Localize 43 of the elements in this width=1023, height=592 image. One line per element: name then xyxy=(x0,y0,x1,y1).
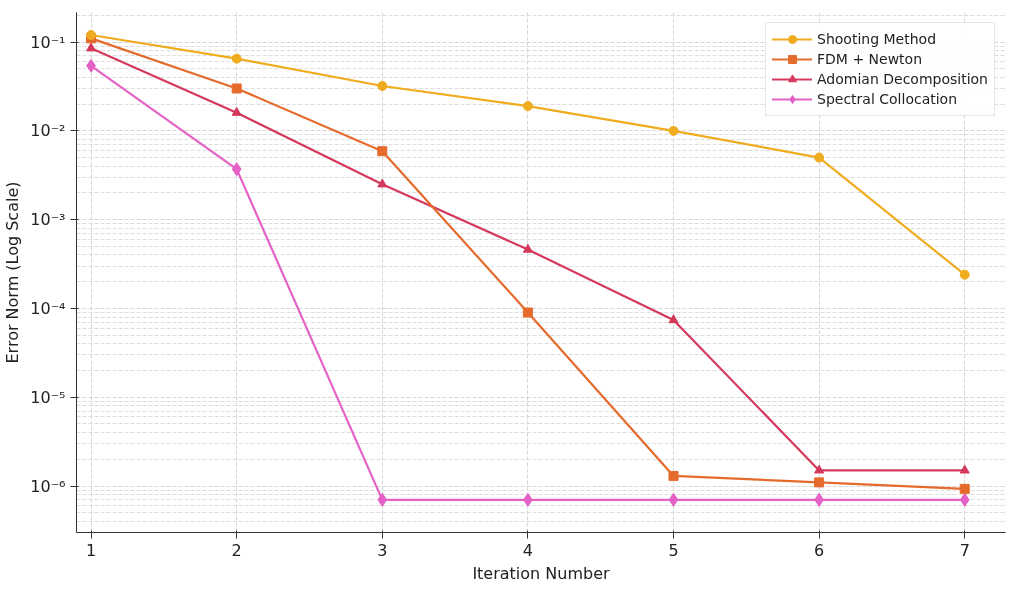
y-tick-label: 10⁻² xyxy=(30,121,66,141)
legend-label: Adomian Decomposition xyxy=(817,71,988,87)
legend-label: FDM + Newton xyxy=(817,51,923,67)
point xyxy=(377,80,388,91)
point xyxy=(86,42,97,52)
point xyxy=(377,178,388,188)
legend-label: Shooting Method xyxy=(817,31,937,47)
point xyxy=(231,162,242,177)
point xyxy=(377,492,388,507)
y-axis-title: Error Norm (Log Scale) xyxy=(3,181,23,364)
x-tick-label: 5 xyxy=(668,540,679,560)
point xyxy=(814,464,825,474)
x-tick-label: 4 xyxy=(522,540,533,560)
point xyxy=(668,314,679,324)
x-tick-label: 6 xyxy=(814,540,825,560)
point xyxy=(668,470,679,481)
point xyxy=(231,83,242,94)
y-tick-label: 10⁻⁶ xyxy=(30,476,66,496)
point xyxy=(959,483,970,494)
point xyxy=(668,492,679,507)
y-tick-label: 10⁻⁵ xyxy=(30,387,66,407)
point xyxy=(814,152,825,163)
point xyxy=(959,269,970,280)
point xyxy=(231,53,242,64)
point xyxy=(86,30,97,40)
y-tick-label: 10⁻³ xyxy=(30,210,66,230)
point xyxy=(522,243,533,253)
y-tick-label: 10⁻⁴ xyxy=(30,298,66,318)
point xyxy=(377,146,388,157)
point xyxy=(959,492,970,507)
point xyxy=(231,107,242,116)
legend-label: Spectral Collocation xyxy=(817,91,958,107)
x-axis-title: Iteration Number xyxy=(472,563,611,583)
x-tick-label: 2 xyxy=(231,540,242,560)
x-tick-label: 1 xyxy=(85,540,97,560)
y-tick-label: 10⁻¹ xyxy=(30,32,66,52)
point xyxy=(959,464,970,474)
point xyxy=(814,477,825,488)
x-tick-label: 3 xyxy=(377,540,388,560)
point xyxy=(522,101,533,112)
point xyxy=(668,125,679,136)
point xyxy=(522,307,533,318)
x-tick-label: 7 xyxy=(959,540,970,560)
